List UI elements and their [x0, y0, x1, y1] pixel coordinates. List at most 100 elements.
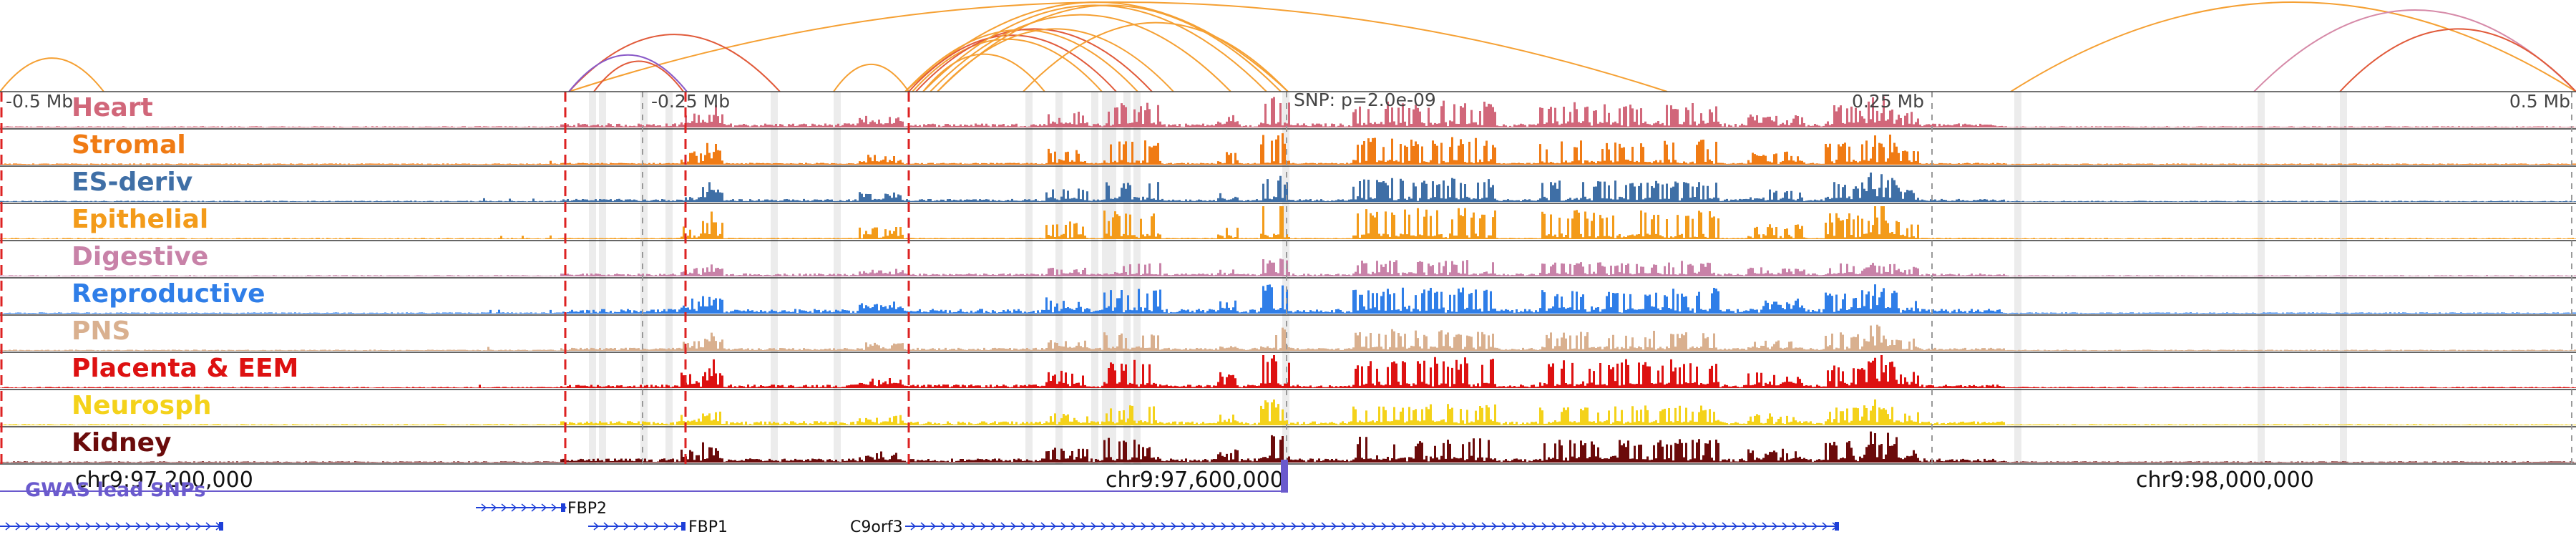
snp-pvalue-label: SNP: p=2.0e-09: [1294, 90, 1436, 110]
gene-exon: [561, 503, 565, 512]
gene-strand-arrow: [1471, 522, 1478, 531]
gene-strand-arrow: [1601, 522, 1608, 531]
gene-strand-arrow: [980, 522, 987, 531]
gene-strand-arrow: [15, 522, 21, 531]
track-label: Heart: [72, 93, 153, 122]
track-placenta-eem: Placenta & EEM: [0, 354, 2576, 390]
gene-strand-arrow: [1271, 522, 1277, 531]
gene-strand-arrow: [1000, 522, 1007, 531]
gene-fbp2: FBP2: [476, 500, 607, 518]
gene-strand-arrow: [940, 522, 947, 531]
track-digestive: Digestive: [0, 242, 2576, 279]
gene-strand-arrow: [1361, 522, 1367, 531]
gene-strand-arrow: [25, 522, 31, 531]
gene-strand-arrow: [1331, 522, 1337, 531]
gene-strand-arrow: [45, 522, 52, 531]
gene-label: C9orf3: [850, 518, 903, 536]
gene-strand-arrow: [613, 522, 620, 531]
track-label: Kidney: [72, 428, 172, 458]
gene-strand-arrow: [1621, 522, 1628, 531]
chromatin-loop: [922, 53, 1045, 92]
gene-exon: [681, 522, 686, 531]
gene-strand-arrow: [105, 522, 112, 531]
gene-strand-arrow: [1792, 522, 1798, 531]
track-label: Stromal: [72, 130, 186, 160]
gene-strand-arrow: [1491, 522, 1498, 531]
track-signal: [0, 324, 2576, 351]
gene-strand-arrow: [1171, 522, 1177, 531]
gene-strand-arrow: [990, 522, 997, 531]
gene-strand-arrow: [1351, 522, 1357, 531]
chromatin-loop: [930, 14, 1231, 92]
gene-strand-arrow: [1010, 522, 1017, 531]
gene-strand-arrow: [1181, 522, 1187, 531]
gene-strand-arrow: [75, 522, 82, 531]
track-signal: [0, 258, 2576, 276]
track-label: Epithelial: [72, 205, 208, 234]
gene-fbp1: FBP1: [588, 518, 728, 536]
gene-strand-arrow: [1040, 522, 1047, 531]
gene-strand-arrow: [1221, 522, 1227, 531]
coordinate-and-gene-layer: chr9:97,200,000 chr9:97,600,000 chr9:98,00…: [0, 460, 2314, 536]
gene-strand-arrow: [1772, 522, 1778, 531]
coordinate-label: chr9:97,200,000: [75, 468, 253, 493]
gene-strand-arrow: [1742, 522, 1748, 531]
gene-strand-arrow: [501, 503, 507, 512]
gene-strand-arrow: [1812, 522, 1818, 531]
gene-strand-arrow: [603, 522, 610, 531]
gene-strand-arrow: [1662, 522, 1668, 531]
gene-c9orf3: C9orf3: [850, 518, 1839, 536]
gene-label: FBP2: [567, 500, 607, 518]
gene-strand-arrow: [1091, 522, 1097, 531]
gene-strand-arrow: [511, 503, 517, 512]
axis-distance-label: -0.25 Mb: [651, 91, 730, 112]
gene-strand-arrow: [1070, 522, 1077, 531]
track-reproductive: Reproductive: [0, 279, 2576, 316]
gene-strand-arrow: [1441, 522, 1448, 531]
gene-strand-arrow: [551, 503, 557, 512]
gene-strand-arrow: [1652, 522, 1658, 531]
gene-strand-arrow: [1281, 522, 1287, 531]
chromatin-loop: [593, 60, 684, 92]
gene-strand-arrow: [1411, 522, 1418, 531]
gene-strand-arrow: [195, 522, 202, 531]
gene-strand-arrow: [1511, 522, 1518, 531]
region-boundary-lines: [0, 91, 2576, 464]
gwas-snp-marker: [1281, 460, 1288, 493]
chromatin-loops-layer: [0, 1, 2576, 92]
gene-strand-arrow: [491, 503, 497, 512]
gene-strand-arrow: [1682, 522, 1688, 531]
gene-strand-arrow: [1231, 522, 1237, 531]
gene-strand-arrow: [1371, 522, 1377, 531]
chromatin-loop: [922, 4, 1267, 92]
gene-strand-arrow: [1301, 522, 1307, 531]
gene-strand-arrow: [1101, 522, 1107, 531]
gene-strand-arrow: [1712, 522, 1718, 531]
gene-strand-arrow: [115, 522, 122, 531]
gene-strand-arrow: [1201, 522, 1207, 531]
track-label: Digestive: [72, 242, 208, 271]
gene-strand-arrow: [1050, 522, 1057, 531]
gene-strand-arrow: [1261, 522, 1267, 531]
gene-exon: [1835, 522, 1839, 531]
gene-strand-arrow: [95, 522, 102, 531]
gene-strand-arrow: [1481, 522, 1488, 531]
gene-strand-arrow: [1401, 522, 1407, 531]
chromatin-loop: [915, 28, 1153, 92]
gene-strand-arrow: [1131, 522, 1137, 531]
gene-strand-arrow: [920, 522, 927, 531]
gene-strand-arrow: [1030, 522, 1037, 531]
gene-strand-arrow: [1191, 522, 1197, 531]
gene-strand-arrow: [1291, 522, 1297, 531]
gene-unnamed: [0, 522, 223, 531]
gene-strand-arrow: [175, 522, 182, 531]
gene-strand-arrow: [135, 522, 142, 531]
gene-strand-arrow: [1521, 522, 1528, 531]
chromatin-loop: [1023, 21, 1289, 92]
gene-strand-arrow: [1672, 522, 1678, 531]
gene-strand-arrow: [910, 522, 917, 531]
gene-strand-arrow: [1561, 522, 1568, 531]
chromatin-loop: [0, 57, 104, 92]
